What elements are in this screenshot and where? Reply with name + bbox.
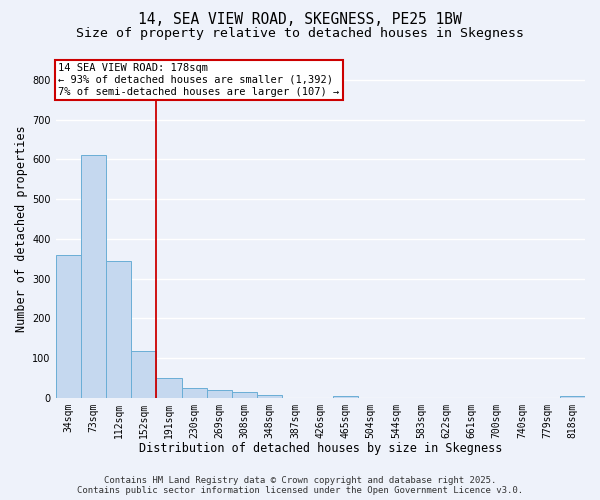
Bar — [106, 260, 131, 398]
Bar — [131, 351, 157, 398]
Text: 14, SEA VIEW ROAD, SKEGNESS, PE25 1BW: 14, SEA VIEW ROAD, SKEGNESS, PE25 1BW — [138, 12, 462, 28]
Y-axis label: Number of detached properties: Number of detached properties — [15, 126, 28, 332]
Bar — [232, 392, 257, 398]
Bar — [207, 390, 232, 398]
Bar — [81, 154, 106, 398]
Bar — [333, 396, 358, 398]
Text: Size of property relative to detached houses in Skegness: Size of property relative to detached ho… — [76, 28, 524, 40]
Bar — [56, 254, 81, 398]
X-axis label: Distribution of detached houses by size in Skegness: Distribution of detached houses by size … — [139, 442, 502, 455]
Text: 14 SEA VIEW ROAD: 178sqm
← 93% of detached houses are smaller (1,392)
7% of semi: 14 SEA VIEW ROAD: 178sqm ← 93% of detach… — [58, 64, 340, 96]
Bar — [157, 378, 182, 398]
Bar — [257, 394, 283, 398]
Bar — [182, 388, 207, 398]
Bar — [560, 396, 585, 398]
Text: Contains HM Land Registry data © Crown copyright and database right 2025.
Contai: Contains HM Land Registry data © Crown c… — [77, 476, 523, 495]
